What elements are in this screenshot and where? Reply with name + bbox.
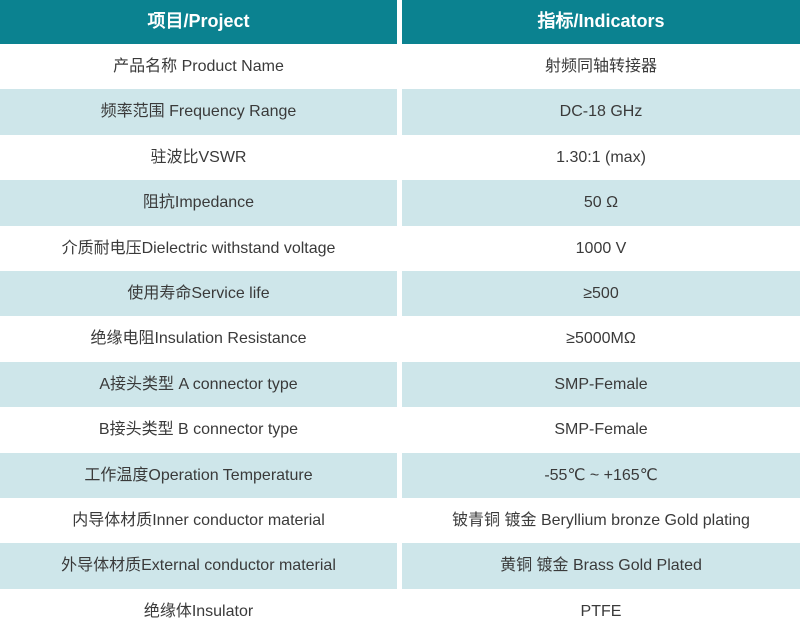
column-divider: [397, 0, 402, 44]
indicator-cell: 1000 V: [402, 225, 800, 271]
project-cell: 外导体材质External conductor material: [0, 543, 397, 589]
indicator-cell: -55℃ ~ +165℃: [402, 452, 800, 498]
header-indicators: 指标/Indicators: [402, 0, 800, 44]
indicator-cell: ≥500: [402, 270, 800, 317]
table-row: 工作温度Operation Temperature -55℃ ~ +165℃: [0, 452, 800, 498]
column-divider: [397, 497, 402, 544]
table-row: 绝缘电阻Insulation Resistance ≥5000MΩ: [0, 316, 800, 362]
column-divider: [397, 225, 402, 271]
header-project: 项目/Project: [0, 0, 397, 44]
project-cell: 介质耐电压Dielectric withstand voltage: [0, 225, 397, 271]
indicator-cell: 黄铜 镀金 Brass Gold Plated: [402, 543, 800, 589]
indicator-cell: SMP-Female: [402, 361, 800, 408]
table-row: 绝缘体Insulator PTFE: [0, 588, 800, 634]
column-divider: [397, 44, 402, 90]
project-cell: 工作温度Operation Temperature: [0, 452, 397, 498]
table-header-row: 项目/Project 指标/Indicators: [0, 0, 800, 44]
column-divider: [397, 452, 402, 498]
table-row: 阻抗Impedance 50 Ω: [0, 180, 800, 226]
project-cell: 绝缘电阻Insulation Resistance: [0, 316, 397, 362]
indicator-cell: DC-18 GHz: [402, 89, 800, 135]
table-row: B接头类型 B connector type SMP-Female: [0, 407, 800, 453]
table-row: 使用寿命Service life ≥500: [0, 270, 800, 317]
column-divider: [397, 316, 402, 362]
table-row: 产品名称 Product Name 射频同轴转接器: [0, 44, 800, 90]
column-divider: [397, 361, 402, 408]
project-cell: 绝缘体Insulator: [0, 588, 397, 634]
column-divider: [397, 270, 402, 317]
indicator-cell: 1.30:1 (max): [402, 134, 800, 181]
project-cell: 使用寿命Service life: [0, 270, 397, 317]
indicator-cell: SMP-Female: [402, 407, 800, 453]
indicator-cell: 铍青铜 镀金 Beryllium bronze Gold plating: [402, 497, 800, 544]
project-cell: A接头类型 A connector type: [0, 361, 397, 408]
table-row: A接头类型 A connector type SMP-Female: [0, 361, 800, 408]
project-cell: 产品名称 Product Name: [0, 44, 397, 90]
project-cell: B接头类型 B connector type: [0, 407, 397, 453]
project-cell: 阻抗Impedance: [0, 180, 397, 226]
column-divider: [397, 180, 402, 226]
indicator-cell: 50 Ω: [402, 180, 800, 226]
project-cell: 内导体材质Inner conductor material: [0, 497, 397, 544]
indicator-cell: 射频同轴转接器: [402, 44, 800, 90]
column-divider: [397, 588, 402, 634]
column-divider: [397, 134, 402, 181]
table-row: 外导体材质External conductor material 黄铜 镀金 B…: [0, 543, 800, 589]
indicator-cell: PTFE: [402, 588, 800, 634]
table-row: 驻波比VSWR 1.30:1 (max): [0, 134, 800, 181]
column-divider: [397, 407, 402, 453]
indicator-cell: ≥5000MΩ: [402, 316, 800, 362]
column-divider: [397, 89, 402, 135]
table-row: 频率范围 Frequency Range DC-18 GHz: [0, 89, 800, 135]
table-row: 介质耐电压Dielectric withstand voltage 1000 V: [0, 225, 800, 271]
project-cell: 驻波比VSWR: [0, 134, 397, 181]
table-row: 内导体材质Inner conductor material 铍青铜 镀金 Ber…: [0, 497, 800, 544]
project-cell: 频率范围 Frequency Range: [0, 89, 397, 135]
column-divider: [397, 543, 402, 589]
